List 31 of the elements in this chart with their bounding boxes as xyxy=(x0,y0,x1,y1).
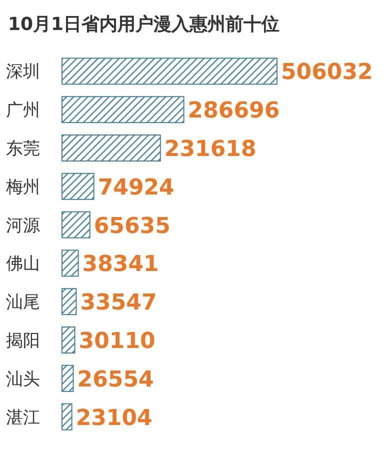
bar xyxy=(62,250,79,277)
bar xyxy=(62,364,74,392)
y-tick-label: 广州 xyxy=(6,100,40,121)
bar xyxy=(62,172,94,200)
data-label: 30110 xyxy=(78,329,156,354)
data-label: 74924 xyxy=(98,175,174,200)
chart-title: 10月1日省内用户漫入惠州前十位 xyxy=(8,14,280,35)
y-tick-label: 揭阳 xyxy=(6,331,40,351)
bar xyxy=(62,96,184,124)
data-label: 26554 xyxy=(77,367,154,392)
bar xyxy=(62,58,278,85)
data-label: 231618 xyxy=(164,137,256,162)
y-tick-label: 湛江 xyxy=(6,408,40,428)
bar xyxy=(62,288,77,316)
bar xyxy=(62,326,76,354)
y-tick-label: 深圳 xyxy=(6,62,40,82)
y-tick-label: 梅州 xyxy=(5,177,40,198)
bar xyxy=(62,134,161,162)
data-label: 33547 xyxy=(80,290,157,316)
y-tick-label: 汕尾 xyxy=(6,292,40,313)
data-label: 65635 xyxy=(94,214,170,239)
y-tick-label: 河源 xyxy=(6,216,40,236)
data-label: 38341 xyxy=(82,252,159,278)
data-label: 506032 xyxy=(281,60,373,86)
y-tick-label: 佛山 xyxy=(6,254,40,274)
y-tick-label: 汕头 xyxy=(6,369,40,390)
data-label: 286696 xyxy=(188,98,280,124)
y-tick-label: 东莞 xyxy=(6,139,40,159)
data-label: 23104 xyxy=(76,406,152,431)
bar xyxy=(62,211,90,238)
bar xyxy=(62,403,72,430)
